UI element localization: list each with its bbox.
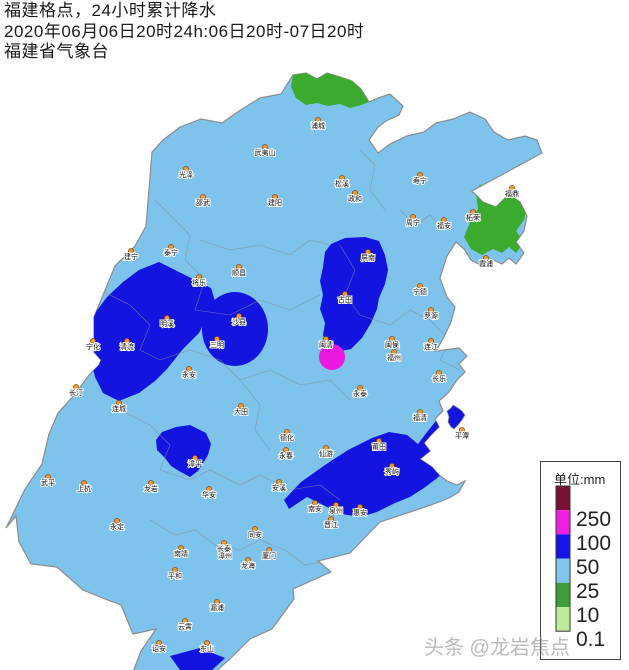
svg-text:同安: 同安 xyxy=(248,530,262,539)
svg-text:秀屿: 秀屿 xyxy=(385,467,399,476)
svg-text:平和: 平和 xyxy=(168,571,182,580)
svg-text:闽清: 闽清 xyxy=(319,340,333,349)
svg-text:华安: 华安 xyxy=(202,490,216,499)
svg-text:云霄: 云霄 xyxy=(178,623,192,631)
svg-text:安溪: 安溪 xyxy=(272,483,286,492)
svg-text:永泰: 永泰 xyxy=(353,389,367,398)
svg-text:东山: 东山 xyxy=(200,644,214,653)
svg-text:上杭: 上杭 xyxy=(77,484,91,493)
svg-text:龙海: 龙海 xyxy=(241,561,255,570)
svg-text:连城: 连城 xyxy=(112,404,126,413)
svg-text:霞浦: 霞浦 xyxy=(479,259,493,268)
svg-text:明溪: 明溪 xyxy=(160,319,174,328)
svg-text:泉州: 泉州 xyxy=(329,506,343,515)
svg-text:沙县: 沙县 xyxy=(232,318,246,326)
svg-text:顺昌: 顺昌 xyxy=(232,269,246,277)
svg-text:政和: 政和 xyxy=(348,194,362,203)
svg-text:长汀: 长汀 xyxy=(69,388,83,397)
svg-text:屏南: 屏南 xyxy=(361,253,375,262)
svg-text:寿宁: 寿宁 xyxy=(413,176,427,185)
svg-text:宁德: 宁德 xyxy=(413,287,427,296)
svg-text:柘荣: 柘荣 xyxy=(466,213,480,222)
svg-text:莆田: 莆田 xyxy=(372,442,386,451)
svg-text:福鼎: 福鼎 xyxy=(505,189,519,198)
svg-text:龙岩: 龙岩 xyxy=(144,484,158,493)
svg-text:将乐: 将乐 xyxy=(192,278,206,287)
svg-text:泰宁: 泰宁 xyxy=(164,248,178,257)
svg-text:邵武: 邵武 xyxy=(196,198,210,207)
svg-text:宁化: 宁化 xyxy=(86,342,100,351)
svg-text:武平: 武平 xyxy=(41,478,55,487)
svg-text:闽侯: 闽侯 xyxy=(385,340,399,349)
svg-text:德化: 德化 xyxy=(280,433,294,442)
svg-text:漳平: 漳平 xyxy=(188,459,202,468)
svg-text:惠安: 惠安 xyxy=(353,508,367,517)
svg-text:浦城: 浦城 xyxy=(311,121,325,130)
svg-text:南安: 南安 xyxy=(308,504,322,513)
svg-text:平潭: 平潭 xyxy=(455,431,469,440)
svg-text:仙游: 仙游 xyxy=(319,449,333,458)
svg-text:永定: 永定 xyxy=(110,522,124,531)
svg-text:诏安: 诏安 xyxy=(152,644,166,653)
svg-text:古田: 古田 xyxy=(338,295,352,304)
svg-text:三明: 三明 xyxy=(210,341,224,349)
svg-text:福州: 福州 xyxy=(387,353,401,362)
svg-text:建阳: 建阳 xyxy=(268,198,282,207)
svg-text:厦门: 厦门 xyxy=(262,551,276,560)
svg-text:周宁: 周宁 xyxy=(406,218,420,227)
svg-text:晋江: 晋江 xyxy=(324,521,338,529)
svg-text:南靖: 南靖 xyxy=(174,549,188,558)
svg-text:长泰: 长泰 xyxy=(217,544,231,553)
svg-text:福清: 福清 xyxy=(413,413,427,422)
svg-text:永春: 永春 xyxy=(279,451,293,460)
svg-text:福安: 福安 xyxy=(437,221,451,230)
svg-text:罗源: 罗源 xyxy=(424,311,438,320)
svg-text:建宁: 建宁 xyxy=(124,252,138,261)
svg-text:漏浦: 漏浦 xyxy=(210,603,224,612)
svg-text:武夷山: 武夷山 xyxy=(255,148,276,157)
svg-text:松溪: 松溪 xyxy=(335,179,349,188)
svg-text:永安: 永安 xyxy=(182,370,196,379)
svg-text:光泽: 光泽 xyxy=(179,170,193,179)
svg-text:连江: 连江 xyxy=(424,342,438,351)
svg-text:清流: 清流 xyxy=(120,342,134,351)
svg-text:大田: 大田 xyxy=(234,407,248,416)
svg-text:长乐: 长乐 xyxy=(432,374,446,383)
